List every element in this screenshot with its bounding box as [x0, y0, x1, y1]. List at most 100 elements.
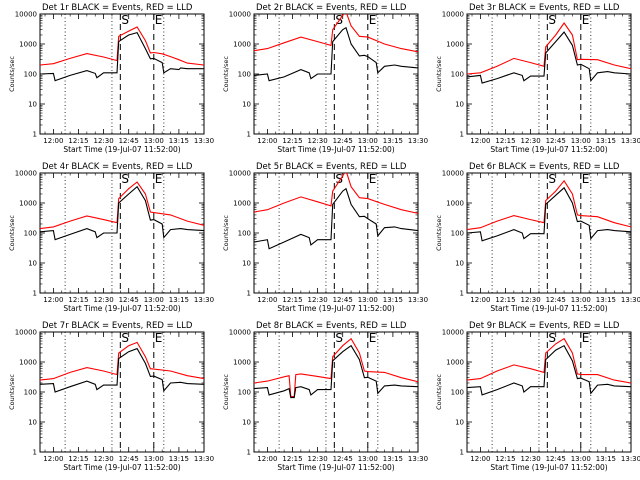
x-tick-label: 13:30	[621, 137, 640, 145]
x-tick-label: 12:15	[495, 137, 515, 145]
x-tick-label: 13:30	[194, 137, 214, 145]
detector-panel: Det 7r BLACK = Events, RED = LLD 1 10 100 10…	[8, 321, 214, 472]
x-tick-label: 12:15	[282, 455, 302, 463]
x-tick-label: 12:00	[470, 137, 490, 145]
y-tick-label: 100	[24, 71, 37, 79]
y-tick-label: 10000	[442, 11, 464, 19]
x-tick-label: 13:00	[358, 137, 378, 145]
x-tick-label: 12:45	[119, 137, 139, 145]
x-tick-label: 12:00	[43, 296, 63, 304]
x-tick-label: 12:30	[307, 296, 327, 304]
events-series-line	[254, 187, 418, 250]
y-tick-label: 10000	[15, 329, 37, 337]
x-tick-label: 13:30	[408, 137, 428, 145]
y-tick-label: 10	[455, 260, 464, 268]
y-tick-label: 1	[460, 131, 464, 139]
detector-panel: Det 3r BLACK = Events, RED = LLD 1 10 100 10…	[435, 3, 640, 154]
x-tick-label: 13:30	[408, 296, 428, 304]
y-tick-label: 100	[451, 389, 464, 397]
detector-panel: Det 6r BLACK = Events, RED = LLD 1 10 100 10…	[435, 162, 640, 313]
detector-panel: Det 8r BLACK = Events, RED = LLD 1 10 100 10…	[222, 321, 428, 472]
x-tick-label: 13:15	[596, 137, 616, 145]
detector-panel: Det 9r BLACK = Events, RED = LLD 1 10 100 10…	[435, 321, 640, 472]
axes-box	[39, 172, 205, 294]
detector-panel: Det 5r BLACK = Events, RED = LLD 1 10 100 10…	[222, 162, 428, 313]
y-axis-label: Counts/sec	[222, 215, 230, 251]
y-tick-label: 10000	[15, 11, 37, 19]
x-axis-label: Start Time (19-Jul-07 11:52:00)	[63, 304, 180, 313]
axes-box	[253, 172, 419, 294]
panel-title: Det 6r BLACK = Events, RED = LLD	[469, 162, 620, 172]
x-tick-label: 12:45	[333, 137, 353, 145]
x-tick-label: 12:45	[333, 296, 353, 304]
x-tick-label: 13:00	[358, 296, 378, 304]
x-tick-label: 12:30	[307, 455, 327, 463]
end-marker: E	[155, 331, 163, 345]
x-tick-label: 12:30	[520, 137, 540, 145]
x-tick-label: 12:30	[520, 455, 540, 463]
events-series-line	[467, 31, 631, 84]
panel-title: Det 2r BLACK = Events, RED = LLD	[256, 3, 407, 13]
end-marker: E	[582, 13, 590, 27]
y-tick-label: 10	[455, 419, 464, 427]
x-tick-label: 12:45	[546, 296, 566, 304]
panel-title: Det 7r BLACK = Events, RED = LLD	[42, 321, 193, 331]
y-tick-label: 1000	[446, 200, 464, 208]
x-tick-label: 12:15	[282, 137, 302, 145]
y-tick-label: 100	[238, 71, 251, 79]
y-tick-label: 1	[33, 131, 37, 139]
y-tick-label: 100	[451, 71, 464, 79]
x-tick-label: 13:15	[169, 296, 189, 304]
x-axis-label: Start Time (19-Jul-07 11:52:00)	[490, 145, 607, 154]
x-tick-label: 13:30	[194, 296, 214, 304]
x-tick-label: 12:30	[93, 455, 113, 463]
panel-title: Det 4r BLACK = Events, RED = LLD	[42, 162, 193, 172]
end-marker: E	[582, 331, 590, 345]
y-tick-label: 1	[247, 290, 251, 298]
x-tick-label: 13:30	[194, 455, 214, 463]
panel-title: Det 8r BLACK = Events, RED = LLD	[256, 321, 407, 331]
x-tick-label: 13:15	[596, 455, 616, 463]
x-tick-label: 12:30	[93, 296, 113, 304]
x-tick-label: 12:15	[68, 455, 88, 463]
x-tick-label: 13:15	[383, 137, 403, 145]
end-marker: E	[369, 13, 377, 27]
start-marker: S	[548, 172, 556, 186]
y-tick-label: 1000	[19, 41, 37, 49]
y-tick-label: 1000	[446, 41, 464, 49]
y-tick-label: 1	[33, 290, 37, 298]
x-axis-label: Start Time (19-Jul-07 11:52:00)	[490, 304, 607, 313]
x-tick-label: 13:00	[144, 137, 164, 145]
y-tick-label: 10000	[15, 170, 37, 178]
y-tick-label: 100	[238, 230, 251, 238]
x-tick-label: 12:30	[520, 296, 540, 304]
events-series-line	[40, 185, 204, 241]
y-tick-label: 10	[242, 260, 251, 268]
x-axis-label: Start Time (19-Jul-07 11:52:00)	[63, 463, 180, 472]
x-tick-label: 12:15	[68, 296, 88, 304]
y-tick-label: 100	[24, 389, 37, 397]
panel-title: Det 1r BLACK = Events, RED = LLD	[42, 3, 193, 13]
x-tick-label: 12:00	[257, 137, 277, 145]
x-tick-label: 13:00	[571, 455, 591, 463]
y-tick-label: 100	[238, 389, 251, 397]
lld-series-line	[467, 179, 631, 231]
y-tick-label: 100	[24, 230, 37, 238]
x-tick-label: 13:15	[169, 455, 189, 463]
end-marker: E	[155, 172, 163, 186]
events-series-line	[467, 344, 631, 396]
events-series-line	[254, 344, 418, 399]
start-marker: S	[548, 331, 556, 345]
y-tick-label: 1000	[233, 359, 251, 367]
detector-panel: Det 2r BLACK = Events, RED = LLD 1 10 100 10…	[222, 3, 428, 154]
y-tick-label: 1	[247, 131, 251, 139]
x-tick-label: 12:45	[119, 455, 139, 463]
y-tick-label: 10	[28, 101, 37, 109]
y-tick-label: 10	[242, 101, 251, 109]
x-tick-label: 12:15	[495, 296, 515, 304]
lld-series-line	[40, 26, 204, 66]
detector-panel: Det 1r BLACK = Events, RED = LLD 1 10 100 10…	[8, 3, 214, 154]
y-axis-label: Counts/sec	[8, 215, 16, 251]
y-tick-label: 10	[242, 419, 251, 427]
